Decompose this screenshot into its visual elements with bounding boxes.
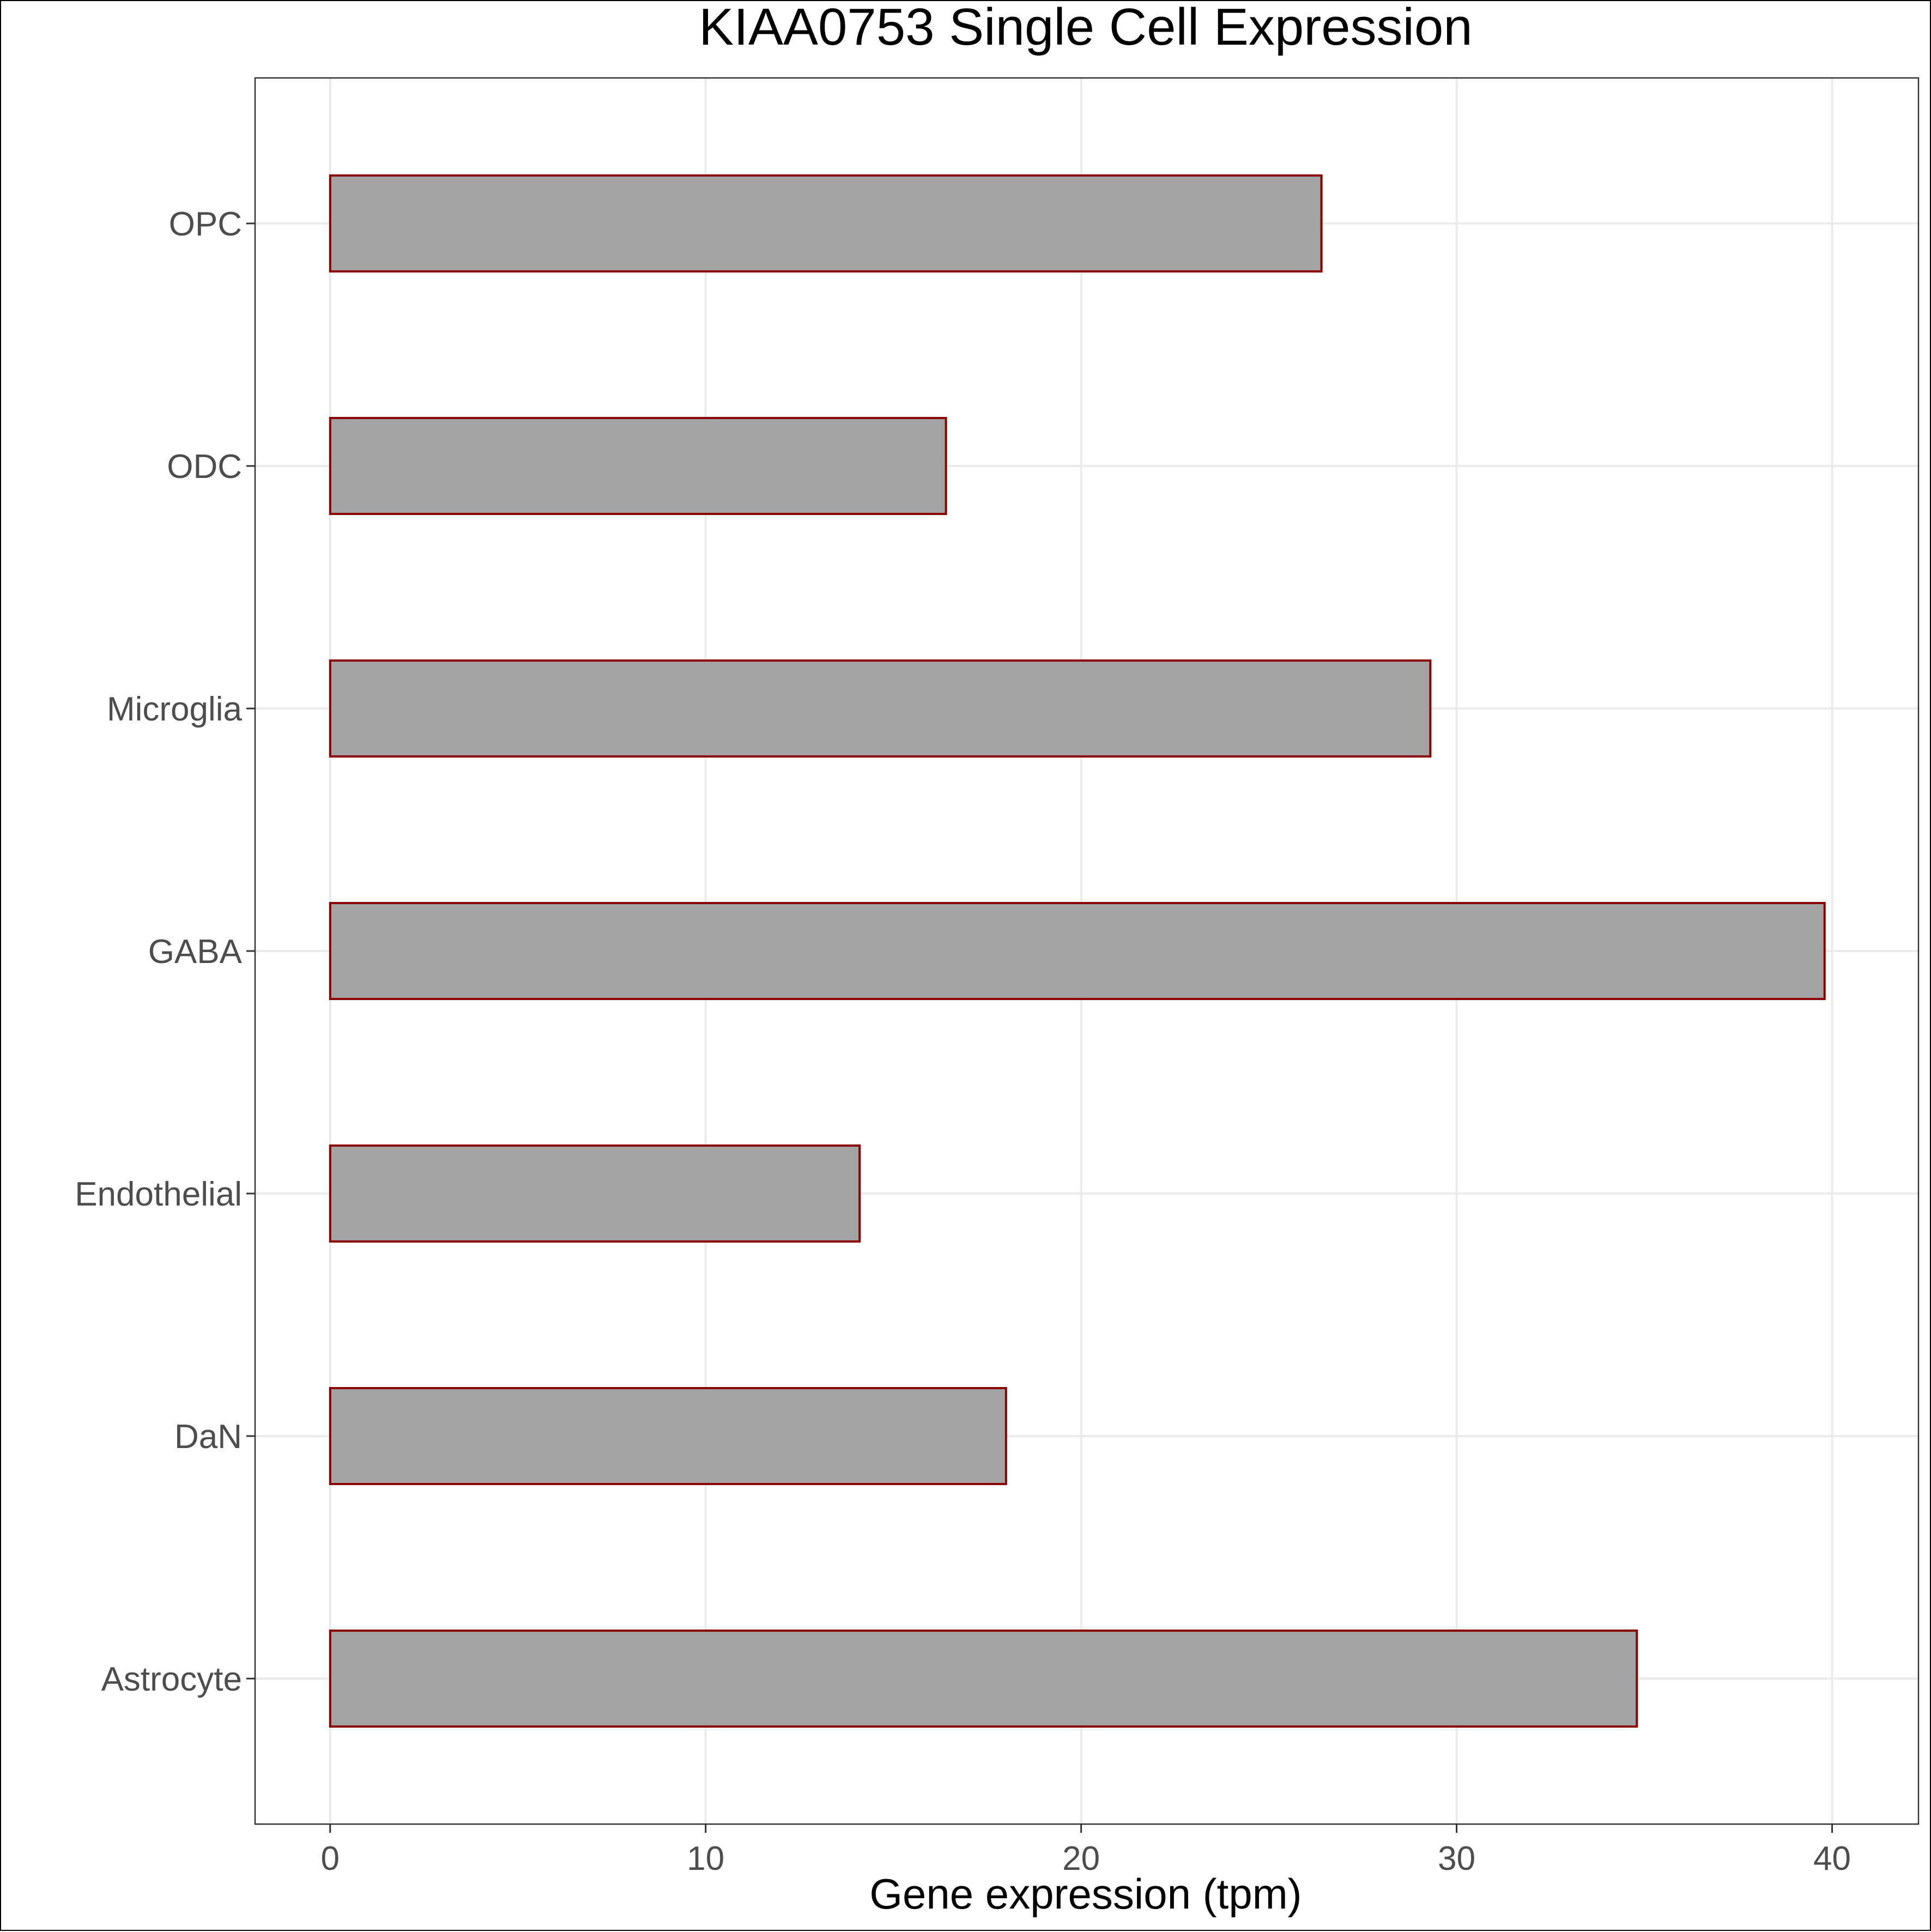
y-axis-ticks: Astrocyte DaN Endothelial GABA Microglia ODC O… — [75, 205, 255, 1698]
x-tick-label: 20 — [1062, 1840, 1100, 1878]
x-tick-label: 0 — [321, 1840, 340, 1878]
x-tick-label: 40 — [1813, 1840, 1851, 1878]
bar-endothelial — [329, 1144, 861, 1243]
bar-microglia — [329, 659, 1432, 758]
bar-dan — [329, 1387, 1007, 1485]
bar-opc — [329, 174, 1323, 272]
y-tick-label: GABA — [148, 933, 243, 971]
y-tick-label: ODC — [167, 448, 242, 486]
y-tick-label: OPC — [169, 205, 242, 243]
bar-gaba — [329, 902, 1826, 1000]
y-tick-label: DaN — [174, 1418, 242, 1456]
bar-odc — [329, 417, 947, 515]
bars — [329, 174, 1826, 1728]
y-tick-label: Endothelial — [75, 1176, 242, 1213]
bar-astrocyte — [329, 1630, 1638, 1728]
x-tick-label: 30 — [1438, 1840, 1475, 1878]
x-tick-label: 10 — [687, 1840, 724, 1878]
x-axis-title: Gene expression (tpm) — [869, 1870, 1302, 1918]
y-tick-label: Astrocyte — [101, 1661, 242, 1698]
chart-title: KIAA0753 Single Cell Expression — [699, 1, 1472, 56]
y-tick-label: Microglia — [107, 691, 243, 728]
x-axis-ticks: 0 10 20 30 40 — [321, 1824, 1851, 1878]
